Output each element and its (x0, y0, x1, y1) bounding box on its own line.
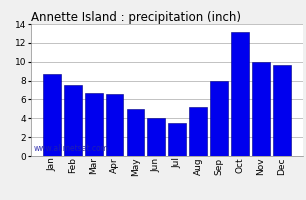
Text: www.allmetsat.com: www.allmetsat.com (33, 144, 108, 153)
Bar (85, 93, 103, 156)
Bar (43, 74, 61, 156)
Bar (189, 107, 207, 156)
Text: Annette Island : precipitation (inch): Annette Island : precipitation (inch) (31, 11, 241, 24)
Bar (127, 109, 144, 156)
Bar (147, 118, 165, 156)
Bar (252, 62, 270, 156)
Bar (168, 123, 186, 156)
Bar (231, 32, 249, 156)
Bar (64, 85, 82, 156)
Bar (210, 81, 228, 156)
Bar (106, 94, 123, 156)
Bar (273, 65, 291, 156)
